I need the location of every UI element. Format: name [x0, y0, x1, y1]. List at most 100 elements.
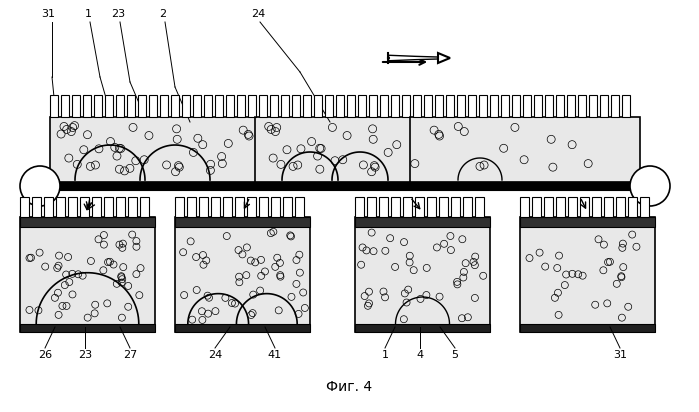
Bar	[281, 95, 289, 117]
Bar	[578, 95, 586, 117]
Bar	[463, 197, 472, 217]
Bar	[32, 197, 41, 217]
Bar	[149, 95, 157, 117]
Bar	[379, 197, 388, 217]
Bar	[271, 197, 280, 217]
Bar	[116, 95, 124, 117]
Bar	[50, 117, 640, 182]
Bar	[140, 197, 149, 217]
Bar	[468, 95, 476, 117]
Bar	[355, 324, 490, 332]
Bar	[512, 95, 520, 117]
Bar	[380, 95, 388, 117]
Bar	[532, 197, 541, 217]
Bar	[622, 95, 630, 117]
Bar	[628, 197, 637, 217]
Bar	[171, 95, 179, 117]
Bar	[83, 95, 91, 117]
Bar	[105, 95, 113, 117]
Bar	[20, 324, 155, 332]
Bar	[347, 95, 355, 117]
Bar	[534, 95, 542, 117]
Bar	[520, 197, 529, 217]
Bar	[94, 95, 102, 117]
Text: 2: 2	[159, 9, 166, 19]
Text: 4: 4	[417, 350, 424, 360]
Text: 23: 23	[111, 9, 125, 19]
Bar	[314, 95, 322, 117]
Bar	[193, 95, 201, 117]
Bar	[592, 197, 601, 217]
Bar	[369, 95, 377, 117]
Bar	[355, 217, 490, 227]
Bar	[204, 95, 212, 117]
Bar	[92, 197, 101, 217]
Bar	[446, 95, 454, 117]
Bar	[435, 95, 443, 117]
Bar	[479, 95, 487, 117]
Bar	[295, 197, 304, 217]
Bar	[520, 217, 655, 332]
Bar	[501, 95, 509, 117]
Bar	[391, 197, 400, 217]
Text: Фиг. 4: Фиг. 4	[326, 380, 372, 394]
Bar	[72, 95, 80, 117]
Bar	[439, 197, 448, 217]
Bar	[175, 324, 310, 332]
Bar	[355, 197, 364, 217]
Polygon shape	[438, 53, 450, 63]
Circle shape	[20, 166, 60, 206]
Circle shape	[630, 166, 670, 206]
Bar	[611, 95, 619, 117]
Bar	[56, 197, 65, 217]
Text: 31: 31	[41, 9, 55, 19]
Bar	[336, 95, 344, 117]
Bar	[556, 197, 565, 217]
Text: 26: 26	[38, 350, 52, 360]
Bar	[520, 217, 655, 227]
Bar	[403, 197, 412, 217]
Bar	[235, 197, 244, 217]
Bar	[303, 95, 311, 117]
Bar	[567, 95, 575, 117]
Bar	[270, 95, 278, 117]
Bar	[199, 197, 208, 217]
Bar	[187, 197, 196, 217]
Bar	[175, 197, 184, 217]
Text: 41: 41	[268, 350, 282, 360]
Bar	[50, 95, 58, 117]
Bar	[604, 197, 613, 217]
Bar	[325, 95, 333, 117]
Bar	[50, 182, 640, 190]
Bar	[475, 197, 484, 217]
Bar	[247, 197, 256, 217]
Bar	[259, 95, 267, 117]
Bar	[20, 197, 29, 217]
Bar	[160, 95, 168, 117]
Bar	[175, 217, 310, 332]
Bar	[640, 197, 649, 217]
Bar	[211, 197, 220, 217]
Text: 27: 27	[123, 350, 137, 360]
Bar	[415, 197, 424, 217]
Bar	[367, 197, 376, 217]
Bar	[523, 95, 531, 117]
Bar	[424, 95, 432, 117]
Bar	[116, 197, 125, 217]
Text: 23: 23	[78, 350, 92, 360]
Bar	[589, 95, 597, 117]
Bar	[580, 197, 589, 217]
Bar	[600, 95, 608, 117]
Bar	[128, 197, 137, 217]
Text: 1: 1	[85, 9, 92, 19]
Bar	[20, 217, 155, 227]
Text: 24: 24	[251, 9, 265, 19]
Bar	[44, 197, 53, 217]
Bar	[402, 95, 410, 117]
Bar	[215, 95, 223, 117]
Bar	[427, 197, 436, 217]
Bar	[457, 95, 465, 117]
Bar	[104, 197, 113, 217]
Bar	[355, 217, 490, 332]
Bar	[292, 95, 300, 117]
